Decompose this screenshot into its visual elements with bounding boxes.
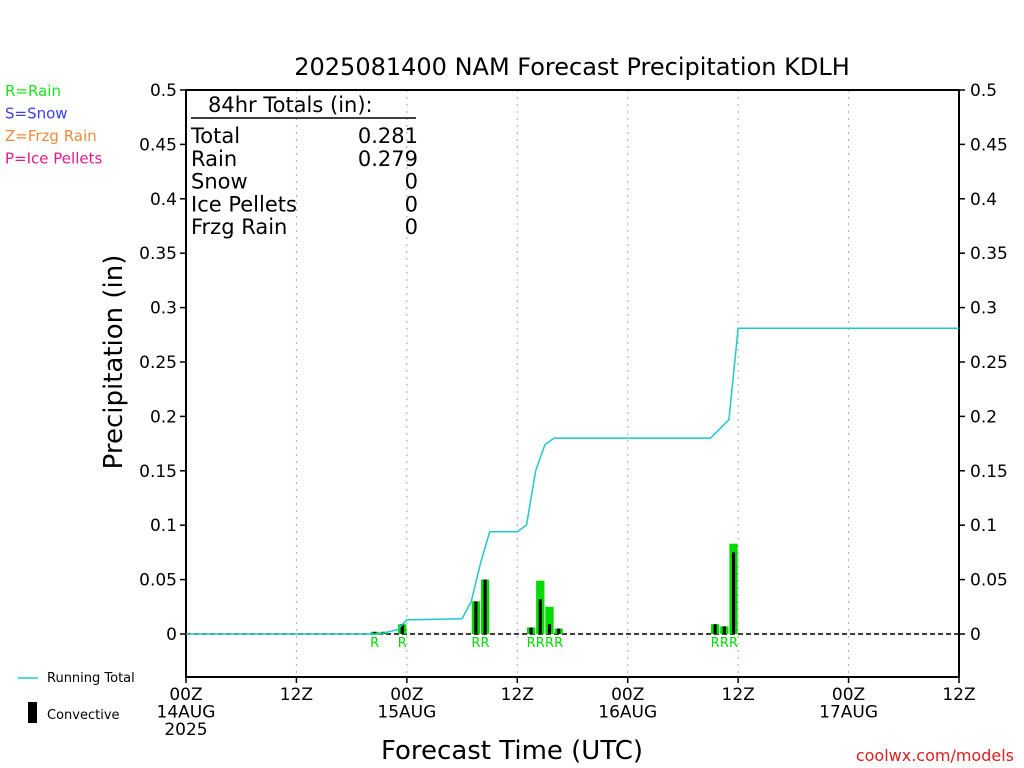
x-tick-label: 16AUG: [598, 703, 657, 723]
ptype-label: R: [398, 636, 407, 651]
running-total-legend-label: Running Total: [47, 671, 135, 686]
precip-bars: [370, 543, 738, 634]
ptype-legend-item: R=Rain: [5, 82, 61, 100]
totals-box: 84hr Totals (in): Total 0.281 Rain 0.279 Sno…: [190, 93, 418, 239]
convective-bar: [713, 624, 717, 634]
totals-row-label: Total: [190, 124, 240, 148]
ptype-label: R: [545, 636, 554, 651]
totals-row-value: 0.281: [358, 124, 418, 148]
x-tick-label: 12Z: [722, 685, 755, 705]
x-tick-label: 2025: [164, 720, 207, 740]
convective-bar: [400, 624, 404, 634]
totals-row-value: 0: [405, 170, 418, 194]
x-tick-label: 00Z: [611, 685, 644, 705]
x-tick-label: 14AUG: [157, 703, 216, 723]
x-tick-label: 15AUG: [377, 703, 436, 723]
plot-frame: [185, 89, 960, 678]
x-tick-label: 12Z: [501, 685, 534, 705]
totals-header: 84hr Totals (in):: [208, 93, 373, 117]
convective-bar: [483, 579, 487, 634]
y-tick-label-right: 0.25: [970, 353, 1008, 373]
ptype-legend-item: S=Snow: [5, 105, 68, 123]
y-tick-label-left: 0.1: [150, 516, 177, 536]
totals-row-label: Snow: [191, 170, 248, 194]
y-tick-label-left: 0.25: [139, 353, 177, 373]
y-tick-label-right: 0.05: [970, 571, 1008, 591]
y-tick-label-right: 0: [970, 625, 981, 645]
convective-bar: [731, 552, 736, 634]
y-tick-label-right: 0.45: [970, 135, 1008, 155]
running-total-line: [186, 327, 959, 635]
ptype-label: R: [527, 636, 536, 651]
y-axis-title: Precipitation (in): [99, 255, 129, 470]
convective-bar: [722, 626, 726, 634]
convective-bar: [373, 631, 377, 634]
y-tick-label-right: 0.35: [970, 244, 1008, 264]
convective-bar: [529, 627, 533, 634]
ptype-label: R: [729, 636, 738, 651]
y-tick-label-left: 0.5: [150, 81, 177, 101]
x-tick-label: 00Z: [390, 685, 423, 705]
convective-legend-swatch: [28, 702, 37, 723]
y-tick-label-left: 0.4: [150, 190, 177, 210]
ptype-legend: R=Rain S=Snow Z=Frzg Rain P=Ice Pellets: [5, 82, 102, 168]
y-tick-label-left: 0.35: [139, 244, 177, 264]
y-tick-label-left: 0.05: [139, 571, 177, 591]
y-tick-label-right: 0.1: [970, 516, 997, 536]
x-tick-label: 12Z: [280, 685, 313, 705]
convective-bar: [547, 624, 552, 634]
y-tick-label-left: 0.3: [150, 299, 177, 319]
y-tick-label-right: 0.2: [970, 407, 997, 427]
site-credit: coolwx.com/models: [856, 746, 1014, 765]
ptype-legend-item: Z=Frzg Rain: [5, 127, 97, 145]
ptype-label: R: [554, 636, 563, 651]
totals-row-value: 0: [405, 192, 418, 216]
convective-bar: [557, 628, 561, 634]
y-tick-label-right: 0.3: [970, 299, 997, 319]
y-tick-label-left: 0.2: [150, 407, 177, 427]
totals-row-label: Frzg Rain: [191, 215, 287, 239]
grid-lines: [295, 90, 850, 677]
totals-row-value: 0.279: [358, 147, 418, 171]
bottom-legend: Running Total Convective: [18, 671, 135, 723]
ptype-label: R: [370, 636, 379, 651]
convective-bar: [474, 601, 478, 634]
y-tick-label-left: 0: [166, 625, 177, 645]
y-tick-label-left: 0.45: [139, 135, 177, 155]
x-tick-label: 00Z: [832, 685, 865, 705]
convective-bar: [538, 599, 542, 634]
x-tick-label: 00Z: [169, 685, 202, 705]
chart-title: 2025081400 NAM Forecast Precipitation KD…: [294, 53, 850, 81]
y-tick-label-left: 0.15: [139, 462, 177, 482]
ptype-label: R: [720, 636, 729, 651]
x-tick-label: 12Z: [942, 685, 975, 705]
ptype-label: R: [536, 636, 545, 651]
totals-row-label: Rain: [191, 147, 237, 171]
ptype-label: R: [481, 636, 490, 651]
y-tick-label-right: 0.5: [970, 81, 997, 101]
totals-row-value: 0: [405, 215, 418, 239]
y-tick-label-right: 0.15: [970, 462, 1008, 482]
ptype-label: R: [711, 636, 720, 651]
precip-bar: [545, 606, 554, 634]
x-axis-title: Forecast Time (UTC): [381, 736, 643, 766]
ptype-legend-item: P=Ice Pellets: [5, 150, 102, 168]
convective-legend-label: Convective: [47, 708, 120, 723]
ptype-label: R: [471, 636, 480, 651]
totals-row-label: Ice Pellets: [191, 192, 297, 216]
y-axis-ticks: 0 00.05 0.050.1 0.10.15 0.150.2 0.20.25 0.250.…: [139, 81, 1008, 645]
x-tick-label: 17AUG: [819, 703, 878, 723]
y-tick-label-right: 0.4: [970, 190, 997, 210]
